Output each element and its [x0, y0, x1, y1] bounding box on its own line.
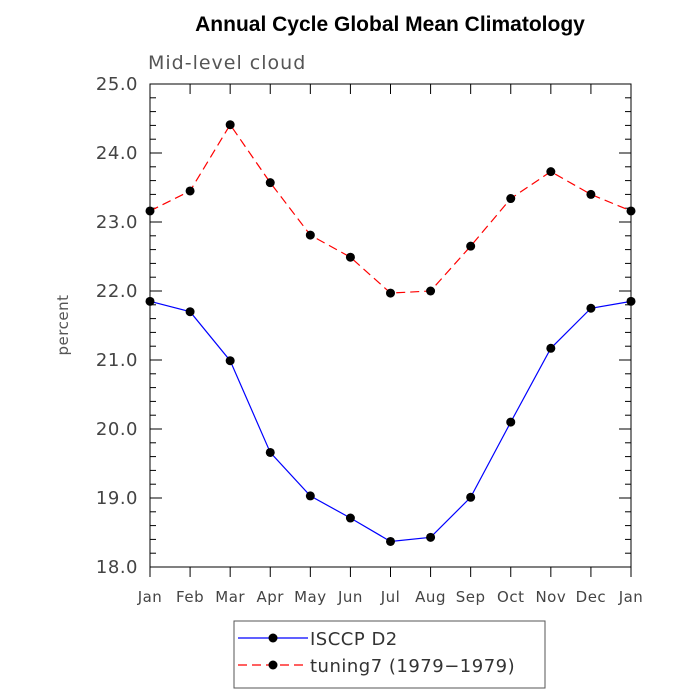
data-point-s1-5: [345, 252, 355, 262]
y-tick-label: 24.0: [96, 143, 138, 164]
data-point-s0-10: [546, 343, 556, 353]
series-line-1: [149, 123, 632, 294]
data-point-s1-1: [185, 186, 195, 196]
data-point-s0-3: [265, 447, 275, 457]
data-point-s0-6: [386, 536, 395, 546]
chart-subtitle: Mid-level cloud: [148, 52, 306, 74]
data-point-s1-4: [305, 230, 315, 240]
y-tick-label: 19.0: [96, 488, 138, 509]
x-tick-label: Jan: [618, 588, 644, 606]
legend-label-isccp: ISCCP D2: [310, 629, 398, 650]
data-point-s1-2: [225, 120, 235, 130]
legend-box: [233, 620, 546, 689]
chart-title: Annual Cycle Global Mean Climatology: [195, 13, 585, 36]
y-tick-label: 23.0: [96, 212, 138, 233]
legend-marker-isccp: [268, 633, 278, 643]
data-point-s1-12: [626, 206, 636, 216]
data-point-s0-9: [506, 417, 516, 427]
data-point-s1-9: [506, 194, 516, 204]
x-tick-label: Dec: [576, 588, 607, 606]
data-point-s1-10: [546, 167, 556, 177]
data-point-s0-1: [185, 307, 195, 317]
x-tick-label: Aug: [415, 588, 446, 606]
legend-label-tuning7: tuning7 (1979−1979): [310, 656, 515, 677]
y-tick-label: 22.0: [96, 281, 138, 302]
series-layer: [145, 120, 636, 546]
legend-marker-tuning7: [268, 660, 278, 670]
x-tick-label: Nov: [535, 588, 566, 606]
data-point-s0-4: [305, 491, 315, 501]
x-tick-label: Oct: [497, 588, 524, 606]
series-line-0: [149, 300, 632, 543]
y-tick-label: 18.0: [96, 557, 138, 578]
x-tick-label: Feb: [176, 588, 204, 606]
x-tick-label: Jul: [380, 588, 401, 606]
data-point-s0-11: [586, 303, 596, 313]
data-point-s0-0: [145, 296, 155, 306]
x-tick-label: May: [294, 588, 327, 606]
data-point-s1-6: [386, 288, 395, 298]
data-point-s1-8: [466, 241, 476, 251]
legend: ISCCP D2 tuning7 (1979−1979): [233, 620, 546, 689]
x-tick-label: Jun: [337, 588, 363, 606]
data-point-s1-0: [145, 206, 155, 216]
y-tick-labels: 18.0 19.0 20.0 21.0 22.0 23.0 24.0 25.0: [96, 74, 138, 578]
y-tick-label: 21.0: [96, 350, 138, 371]
y-tick-label: 25.0: [96, 74, 138, 95]
data-point-s1-3: [265, 178, 275, 188]
x-tick-label: Sep: [456, 588, 486, 606]
x-tick-label: Apr: [257, 588, 285, 606]
y-tick-label: 20.0: [96, 419, 138, 440]
data-point-s1-11: [586, 189, 596, 199]
y-axis-label: percent: [54, 295, 72, 356]
data-point-s1-7: [426, 286, 436, 296]
x-tick-label: Mar: [215, 588, 245, 606]
data-point-s0-8: [466, 492, 476, 502]
data-point-s0-12: [626, 296, 636, 306]
data-point-s0-7: [426, 532, 436, 542]
x-tick-label: Jan: [137, 588, 163, 606]
plot-frame: [149, 83, 632, 568]
axis-ticks: [149, 83, 632, 577]
data-point-s0-2: [225, 356, 235, 366]
x-tick-labels: Jan Feb Mar Apr May Jun Jul Aug Sep Oct Nov Dec Jan: [137, 588, 644, 606]
data-point-s0-5: [345, 513, 355, 523]
